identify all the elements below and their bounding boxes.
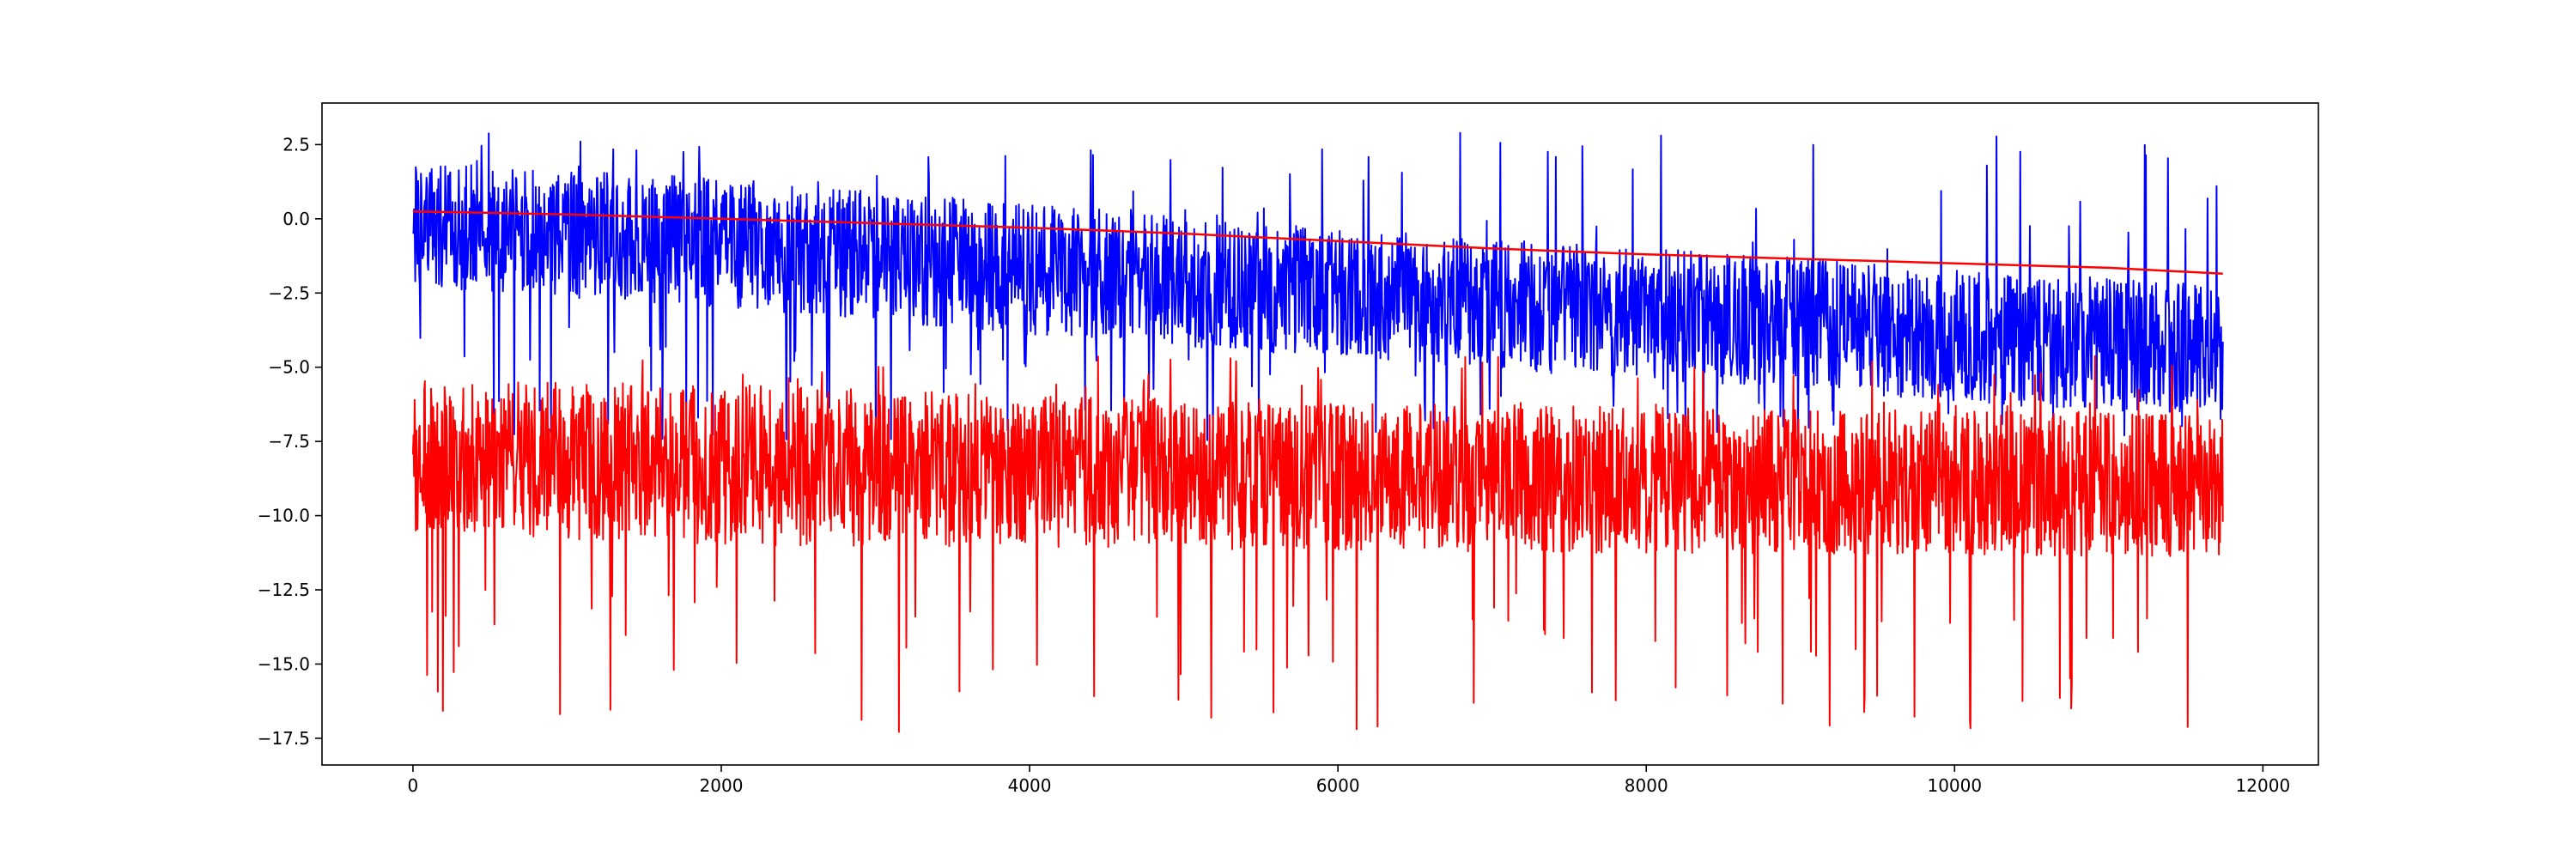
y-tick-label: −5.0 — [268, 357, 310, 378]
y-tick-label: −15.0 — [258, 653, 310, 674]
x-tick-label: 4000 — [1008, 775, 1052, 796]
y-tick-label: 2.5 — [283, 134, 310, 155]
x-tick-label: 0 — [408, 775, 419, 796]
x-tick-label: 8000 — [1625, 775, 1668, 796]
x-tick-label: 6000 — [1316, 775, 1360, 796]
x-tick-label: 10000 — [1927, 775, 1982, 796]
x-tick-label: 12000 — [2236, 775, 2291, 796]
series-layer — [411, 131, 2224, 733]
series-line-2 — [411, 355, 2224, 733]
y-tick-label: −10.0 — [258, 506, 310, 526]
y-tick-label: −2.5 — [268, 282, 310, 303]
y-tick-label: −12.5 — [258, 580, 310, 600]
y-tick-label: −7.5 — [268, 431, 310, 452]
plot-frame — [321, 102, 2319, 766]
series-line-1 — [412, 131, 2224, 441]
axes-layer: 0 2000 4000 6000 8000 10000 12000 2.5 0.0 −2.5 −5.… — [258, 102, 2319, 796]
series-line-3 — [412, 209, 2223, 276]
y-tick-label: 0.0 — [283, 209, 310, 229]
x-tick-label: 2000 — [700, 775, 744, 796]
y-tick-label: −17.5 — [258, 728, 310, 749]
